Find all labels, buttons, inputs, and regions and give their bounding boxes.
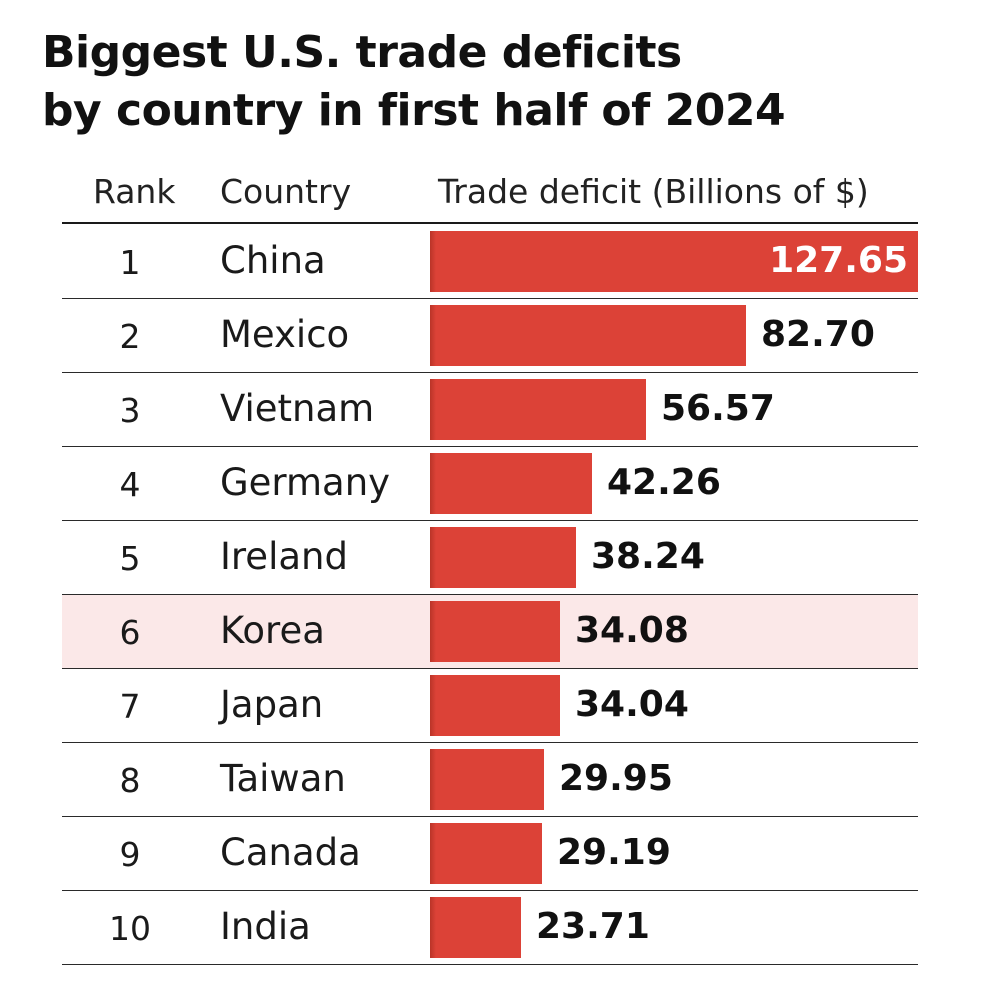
- bar-japan: [430, 675, 560, 736]
- rank-label: 10: [109, 909, 151, 948]
- row-divider: [62, 667, 918, 669]
- country-label: Korea: [220, 609, 325, 652]
- table-header: Rank Country Trade deficit (Billions of …: [0, 172, 1000, 212]
- value-label: 23.71: [536, 906, 650, 947]
- rank-label: 6: [119, 613, 141, 652]
- bar-ireland: [430, 527, 576, 588]
- row-divider: [62, 889, 918, 891]
- table-row-korea: 6 Korea 34.08: [62, 595, 918, 669]
- value-label: 29.95: [559, 758, 673, 799]
- header-rule: [62, 222, 918, 224]
- bar-korea: [430, 601, 560, 662]
- country-label: Taiwan: [220, 757, 346, 800]
- bar-vietnam: [430, 379, 646, 440]
- row-divider: [62, 297, 918, 299]
- country-label: Mexico: [220, 313, 350, 356]
- table-row-china: 1 China 127.65: [62, 225, 918, 299]
- value-label: 34.08: [575, 610, 689, 651]
- country-label: China: [220, 239, 326, 282]
- bar-india: [430, 897, 521, 958]
- bar-taiwan: [430, 749, 544, 810]
- table-row-taiwan: 8 Taiwan 29.95: [62, 743, 918, 817]
- table-row-germany: 4 Germany 42.26: [62, 447, 918, 521]
- row-divider: [62, 963, 918, 965]
- row-divider: [62, 815, 918, 817]
- header-rank: Rank: [93, 172, 176, 211]
- bar-china: [430, 231, 918, 292]
- country-label: Ireland: [220, 535, 348, 578]
- value-label: 127.65: [769, 240, 908, 281]
- row-divider: [62, 741, 918, 743]
- header-country: Country: [220, 172, 352, 211]
- row-divider: [62, 593, 918, 595]
- rank-label: 2: [119, 317, 141, 356]
- row-divider: [62, 519, 918, 521]
- table-row-canada: 9 Canada 29.19: [62, 817, 918, 891]
- value-label: 34.04: [575, 684, 689, 725]
- bar-canada: [430, 823, 542, 884]
- header-trade-deficit: Trade deficit (Billions of $): [438, 172, 869, 211]
- bar-germany: [430, 453, 592, 514]
- rank-label: 9: [119, 835, 141, 874]
- table-row-mexico: 2 Mexico 82.70: [62, 299, 918, 373]
- row-divider: [62, 445, 918, 447]
- table-row-japan: 7 Japan 34.04: [62, 669, 918, 743]
- chart-title: Biggest U.S. trade deficits by country i…: [42, 24, 962, 140]
- rank-label: 3: [119, 391, 141, 430]
- country-label: India: [220, 905, 311, 948]
- value-label: 29.19: [557, 832, 671, 873]
- value-label: 82.70: [761, 314, 875, 355]
- table-row-vietnam: 3 Vietnam 56.57: [62, 373, 918, 447]
- rank-label: 1: [119, 243, 141, 282]
- value-label: 56.57: [661, 388, 775, 429]
- bar-mexico: [430, 305, 746, 366]
- country-label: Vietnam: [220, 387, 375, 430]
- country-label: Germany: [220, 461, 391, 504]
- row-divider: [62, 371, 918, 373]
- chart-title-line-2: by country in first half of 2024: [42, 85, 786, 136]
- table-row-india: 10 India 23.71: [62, 891, 918, 965]
- table-row-ireland: 5 Ireland 38.24: [62, 521, 918, 595]
- rank-label: 8: [119, 761, 141, 800]
- rank-label: 7: [119, 687, 141, 726]
- value-label: 42.26: [607, 462, 721, 503]
- country-label: Canada: [220, 831, 361, 874]
- value-label: 38.24: [591, 536, 705, 577]
- rank-label: 4: [119, 465, 141, 504]
- country-label: Japan: [220, 683, 324, 726]
- chart-title-line-1: Biggest U.S. trade deficits: [42, 27, 682, 78]
- rank-label: 5: [119, 539, 141, 578]
